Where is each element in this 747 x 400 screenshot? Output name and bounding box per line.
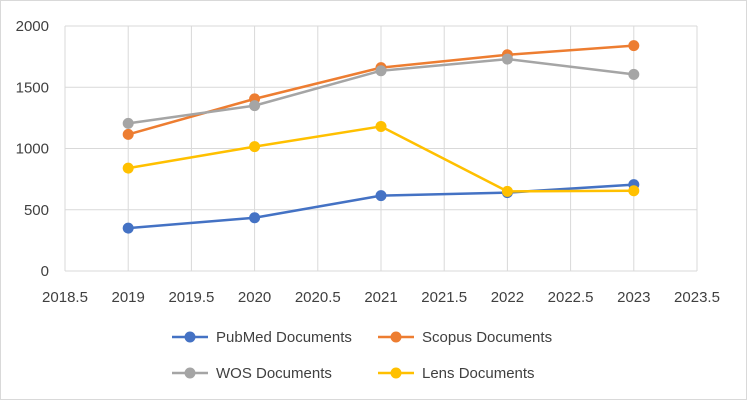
data-point (375, 190, 387, 202)
legend-marker (390, 367, 402, 379)
data-point (501, 185, 513, 197)
x-tick-label: 2020.5 (295, 289, 341, 306)
legend-label: Lens Documents (422, 365, 535, 382)
series-3 (122, 120, 640, 197)
x-tick-label: 2022.5 (548, 289, 594, 306)
data-point (249, 141, 261, 153)
y-tick-label: 1000 (16, 141, 49, 158)
legend-item: PubMed Documents (172, 329, 352, 346)
legend: PubMed Documents Scopus Documents WOS Docu… (172, 329, 552, 382)
y-tick-label: 0 (41, 263, 49, 280)
data-point (249, 212, 261, 224)
legend-item: Lens Documents (378, 365, 535, 382)
data-point (628, 68, 640, 80)
x-axis-ticks: 2018.5 2019 2019.5 2020 2020.5 2021 2021.5 2022… (42, 289, 720, 306)
data-point (628, 40, 640, 52)
series-lines (122, 40, 640, 234)
data-point (628, 185, 640, 197)
legend-item: WOS Documents (172, 365, 332, 382)
x-tick-label: 2021 (364, 289, 397, 306)
legend-label: PubMed Documents (216, 329, 352, 346)
x-tick-label: 2022 (491, 289, 524, 306)
series-2 (122, 53, 640, 129)
x-tick-label: 2019.5 (168, 289, 214, 306)
x-tick-label: 2021.5 (421, 289, 467, 306)
data-point (122, 117, 134, 129)
x-tick-label: 2019 (112, 289, 145, 306)
legend-label: Scopus Documents (422, 329, 552, 346)
data-point (501, 53, 513, 65)
x-tick-label: 2020 (238, 289, 271, 306)
x-tick-label: 2018.5 (42, 289, 88, 306)
data-point (375, 65, 387, 77)
data-point (122, 162, 134, 174)
y-axis-ticks: 0 500 1000 1500 2000 (16, 18, 49, 280)
x-tick-label: 2023 (617, 289, 650, 306)
legend-item: Scopus Documents (378, 329, 552, 346)
y-tick-label: 2000 (16, 18, 49, 35)
legend-marker (390, 331, 402, 343)
data-point (249, 100, 261, 112)
y-tick-label: 1500 (16, 79, 49, 96)
data-point (122, 222, 134, 234)
legend-label: WOS Documents (216, 365, 332, 382)
legend-marker (184, 331, 196, 343)
x-tick-label: 2023.5 (674, 289, 720, 306)
data-point (375, 120, 387, 132)
y-tick-label: 500 (24, 202, 49, 219)
data-point (122, 128, 134, 140)
legend-marker (184, 367, 196, 379)
